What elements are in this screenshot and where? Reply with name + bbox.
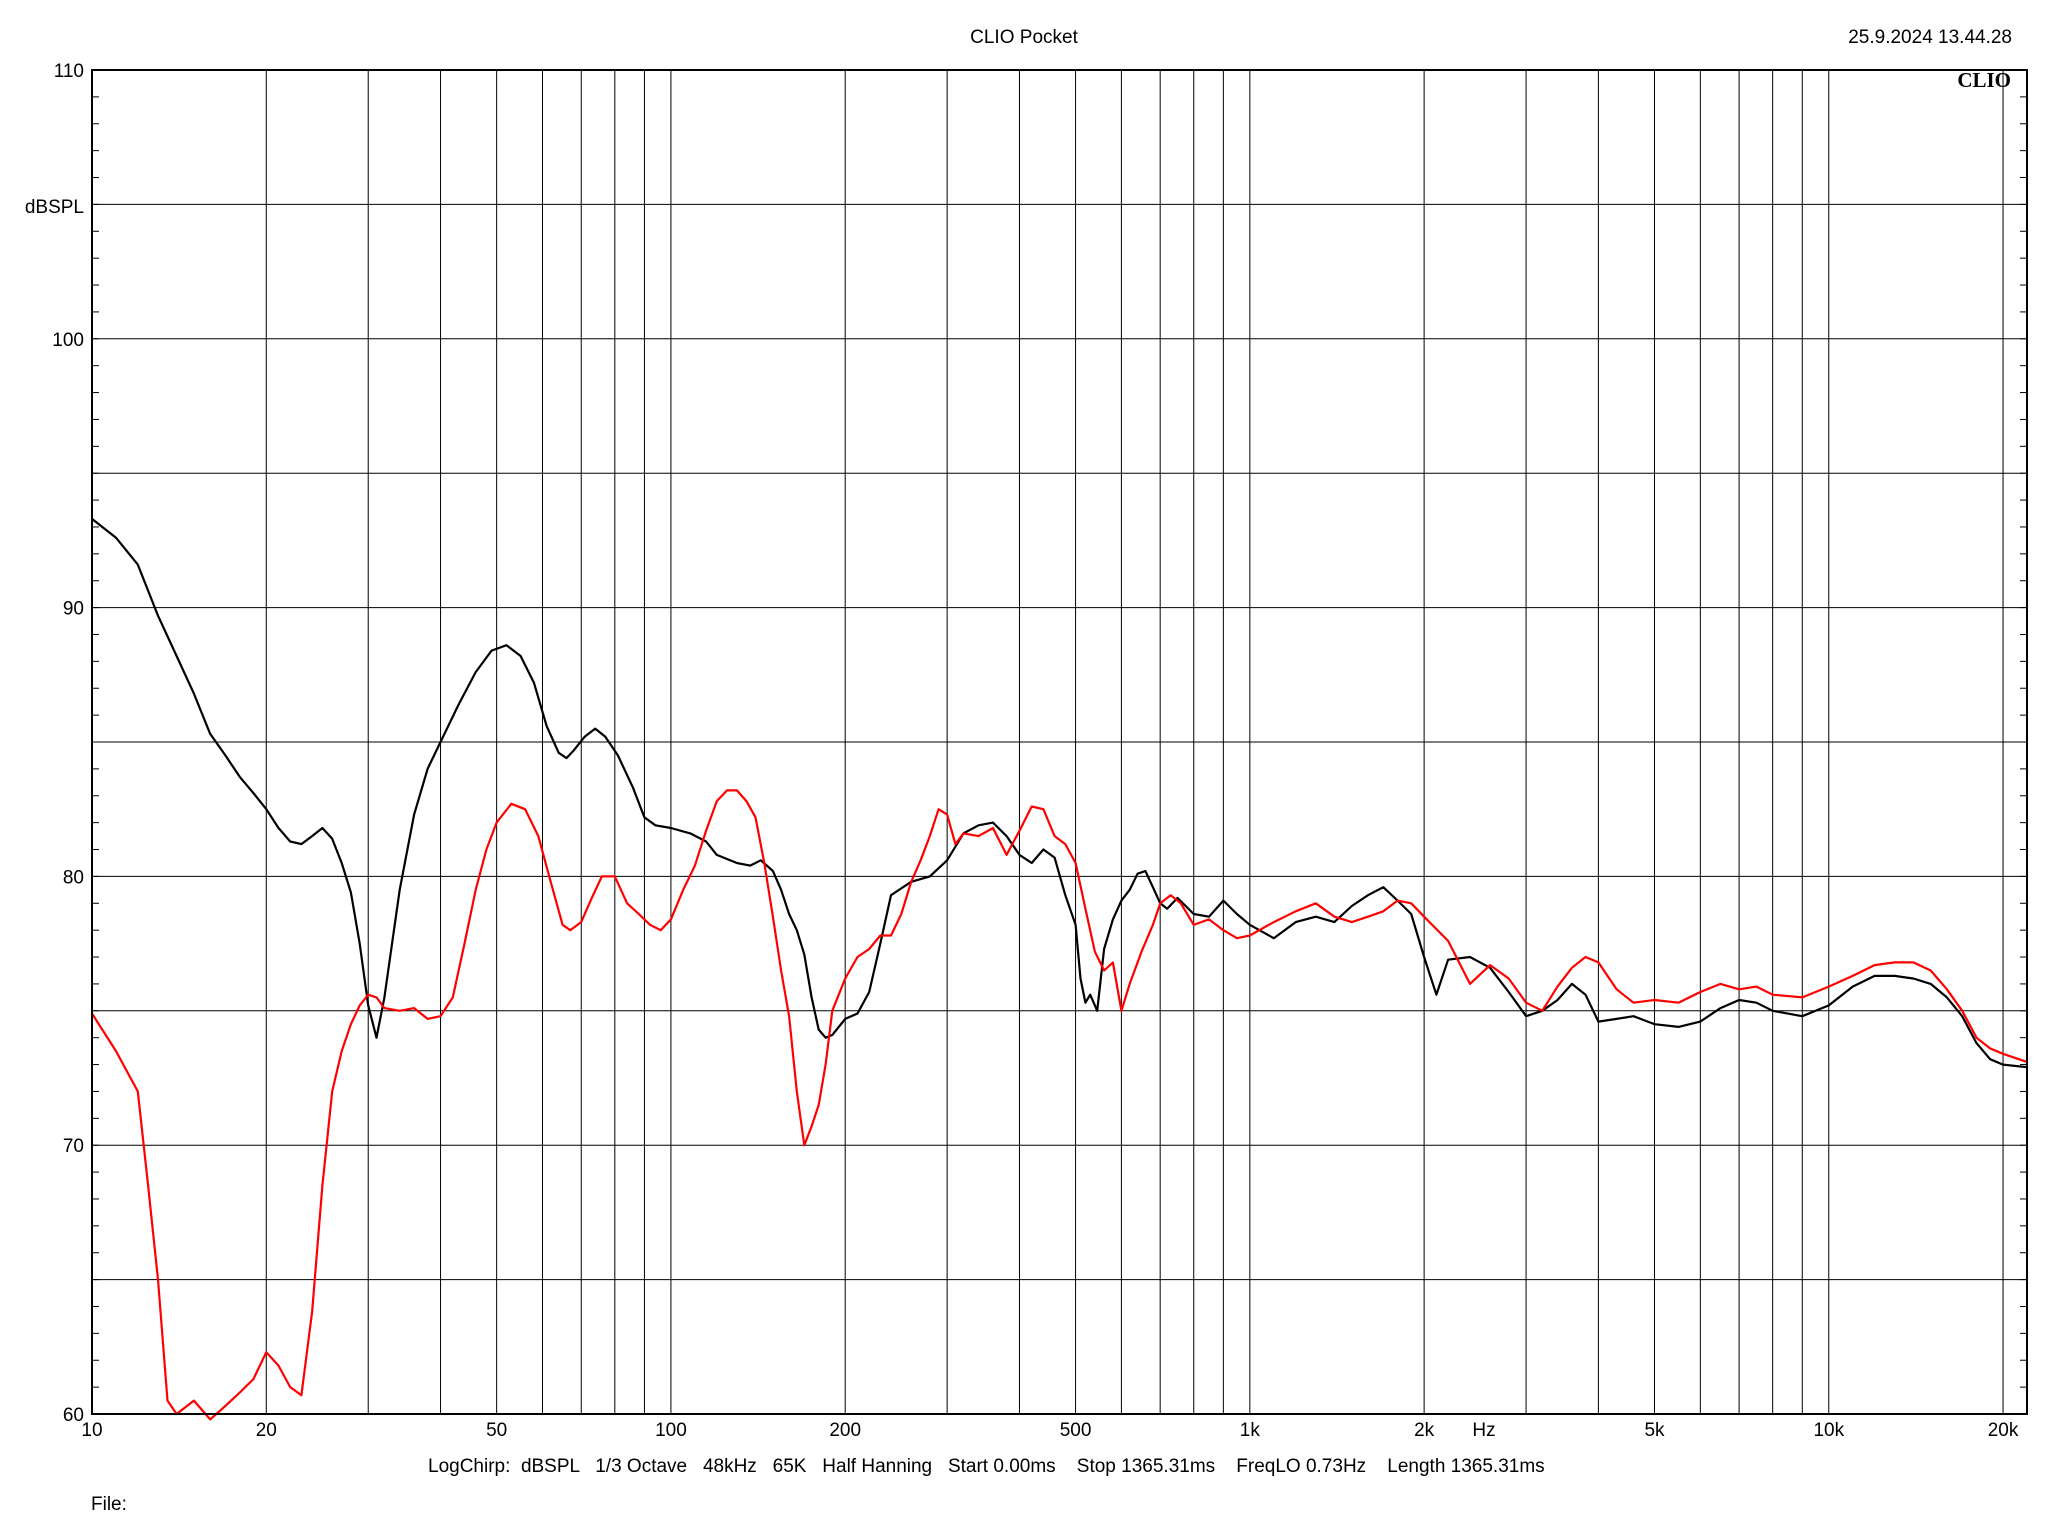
x-tick-label: 20 (256, 1420, 277, 1441)
y-tick-label: 80 (63, 867, 84, 888)
x-tick-label: 200 (829, 1420, 861, 1441)
timestamp: 25.9.2024 13.44.28 (1848, 27, 2012, 48)
y-axis-label: dBSPL (25, 197, 84, 218)
series-line-1 (90, 789, 2029, 1421)
y-tick-label: 110 (54, 61, 84, 82)
y-tick-label: 60 (63, 1405, 84, 1426)
plot-frame (91, 69, 2028, 1415)
tick-labels: 10 20 50 100 200 500 1k 2k 5k 10k 20k 60 70 80 90 100 11… (52, 61, 2019, 1441)
x-tick-label: 10 (81, 1420, 102, 1441)
y-tick-label: 100 (52, 330, 84, 351)
y-tick-label: 70 (63, 1136, 84, 1157)
x-tick-label: 1k (1240, 1420, 1261, 1441)
x-tick-label: 10k (1813, 1420, 1844, 1441)
x-tick-label: 500 (1060, 1420, 1092, 1441)
file-label: File: (91, 1494, 127, 1515)
series-group (90, 517, 2029, 1421)
clio-logo: CLIO (1957, 68, 2011, 92)
grid (91, 69, 2027, 1415)
x-tick-label: 5k (1644, 1420, 1665, 1441)
measurement-settings: LogChirp: dBSPL 1/3 Octave 48kHz 65K Hal… (428, 1456, 1545, 1477)
x-tick-label: 50 (486, 1420, 507, 1441)
x-tick-label: 20k (1988, 1420, 2019, 1441)
x-axis-label: Hz (1472, 1420, 1495, 1441)
series-line-0 (90, 517, 2029, 1069)
x-tick-label: 2k (1414, 1420, 1435, 1441)
x-tick-label: 100 (655, 1420, 687, 1441)
y-tick-label: 90 (63, 599, 84, 620)
chart-title: CLIO Pocket (970, 27, 1078, 48)
